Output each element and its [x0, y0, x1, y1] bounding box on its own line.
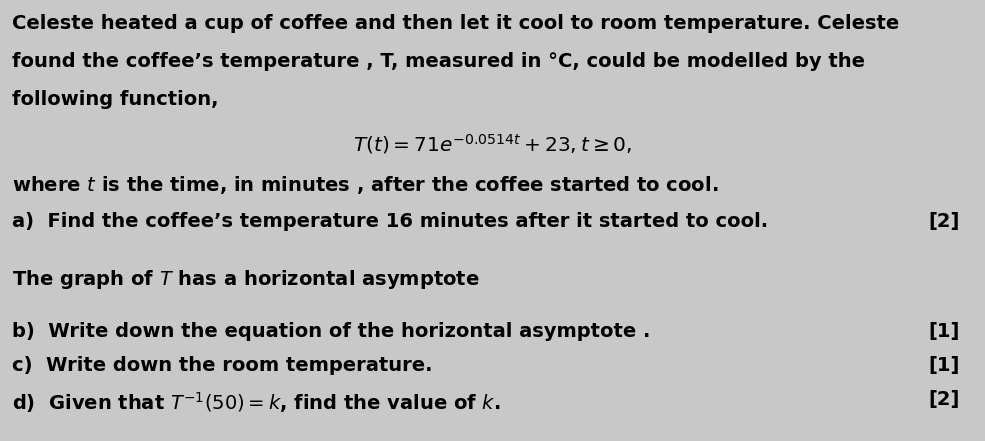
Text: The graph of $T$ has a horizontal asymptote: The graph of $T$ has a horizontal asympt…	[12, 268, 480, 291]
Text: [2]: [2]	[929, 212, 960, 231]
Text: b)  Write down the equation of the horizontal asymptote .: b) Write down the equation of the horizo…	[12, 322, 650, 341]
Text: a)  Find the coffee’s temperature 16 minutes after it started to cool.: a) Find the coffee’s temperature 16 minu…	[12, 212, 768, 231]
Text: [1]: [1]	[929, 356, 960, 375]
Text: c)  Write down the room temperature.: c) Write down the room temperature.	[12, 356, 432, 375]
Text: d)  Given that $T^{-1}(50) = k$, find the value of $k$.: d) Given that $T^{-1}(50) = k$, find the…	[12, 390, 500, 415]
Text: $T(t) = 71e^{-0.0514t} + 23, t \geq 0,$: $T(t) = 71e^{-0.0514t} + 23, t \geq 0,$	[353, 132, 632, 156]
Text: found the coffee’s temperature , T, measured in °C, could be modelled by the: found the coffee’s temperature , T, meas…	[12, 52, 865, 71]
Text: where $t$ is the time, in minutes , after the coffee started to cool.: where $t$ is the time, in minutes , afte…	[12, 174, 718, 196]
Text: [1]: [1]	[929, 322, 960, 341]
Text: following function,: following function,	[12, 90, 219, 109]
Text: Celeste heated a cup of coffee and then let it cool to room temperature. Celeste: Celeste heated a cup of coffee and then …	[12, 14, 899, 33]
Text: [2]: [2]	[929, 390, 960, 409]
